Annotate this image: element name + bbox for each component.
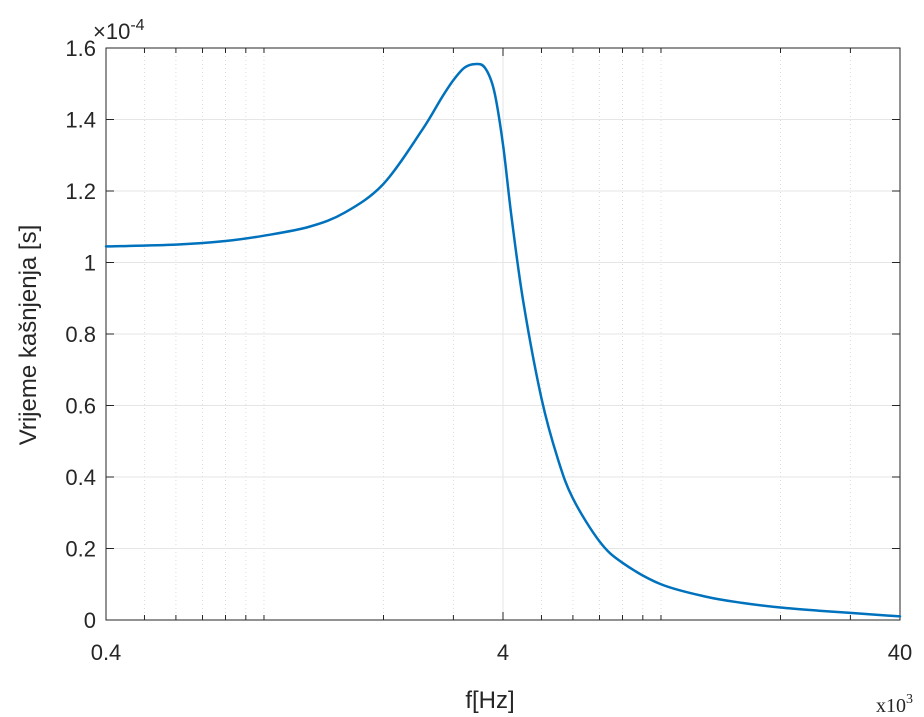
y-tick-label: 0.2 [65,537,96,562]
y-multiplier: ×10-4 [93,17,145,44]
x-multiplier: x103 [876,692,913,717]
y-axis-label: Vrijeme kašnjenja [s] [15,225,42,446]
y-tick-label: 0 [84,608,96,633]
y-tick-label: 0.6 [65,394,96,419]
y-tick-label: 0.4 [65,465,96,490]
y-tick-label: 1.4 [65,108,96,133]
x-tick-label: 40 [888,640,912,665]
y-tick-labels: 0 0.2 0.4 0.6 0.8 1 1.2 1.4 1.6 [65,36,96,633]
y-tick-label: 0.8 [65,322,96,347]
minor-grid [143,48,851,620]
x-multiplier-base: x10 [876,695,906,717]
y-tick-label: 1.6 [65,36,96,61]
y-tick-label: 1.2 [65,179,96,204]
x-multiplier-exponent: 3 [906,692,913,707]
x-tick-label: 0.4 [91,640,122,665]
x-tick-label: 4 [497,640,509,665]
y-multiplier-base: ×10 [93,19,130,44]
y-tick-label: 1 [84,251,96,276]
x-tick-labels: 0.4 4 40 [91,640,913,665]
tick-marks [105,47,901,621]
x-axis-label: f[Hz] [465,687,514,714]
y-multiplier-exponent: -4 [130,17,144,34]
major-grid [105,47,901,621]
series-line [104,62,902,618]
